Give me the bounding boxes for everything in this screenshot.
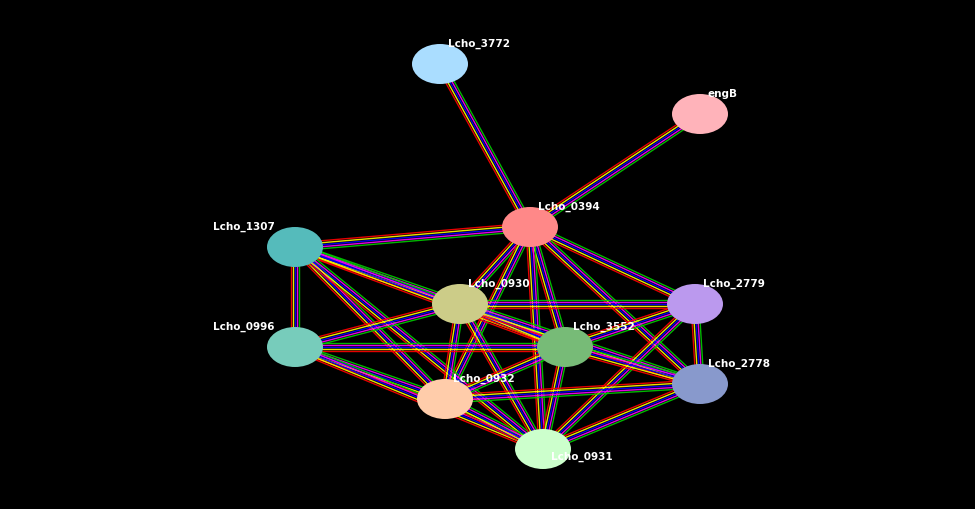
Ellipse shape: [417, 379, 473, 419]
Text: Lcho_0931: Lcho_0931: [551, 451, 612, 461]
Text: Lcho_2779: Lcho_2779: [703, 278, 764, 289]
Ellipse shape: [515, 429, 571, 469]
Ellipse shape: [537, 327, 593, 367]
Ellipse shape: [412, 45, 468, 85]
Text: Lcho_3552: Lcho_3552: [573, 321, 635, 331]
Ellipse shape: [672, 364, 728, 404]
Text: Lcho_0932: Lcho_0932: [453, 373, 515, 383]
Text: Lcho_3772: Lcho_3772: [448, 39, 510, 49]
Ellipse shape: [267, 228, 323, 267]
Text: engB: engB: [708, 89, 738, 99]
Ellipse shape: [667, 285, 723, 324]
Text: Lcho_0996: Lcho_0996: [213, 321, 275, 331]
Text: Lcho_2778: Lcho_2778: [708, 358, 770, 369]
Ellipse shape: [432, 285, 488, 324]
Ellipse shape: [502, 208, 558, 247]
Text: Lcho_1307: Lcho_1307: [213, 221, 275, 232]
Ellipse shape: [267, 327, 323, 367]
Ellipse shape: [672, 95, 728, 135]
Text: Lcho_0394: Lcho_0394: [538, 202, 600, 212]
Text: Lcho_0930: Lcho_0930: [468, 278, 529, 289]
